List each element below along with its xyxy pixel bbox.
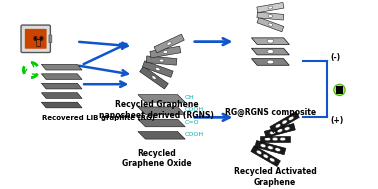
Text: (-): (-) — [330, 53, 340, 62]
Ellipse shape — [282, 120, 287, 124]
Polygon shape — [257, 12, 284, 20]
Ellipse shape — [276, 124, 280, 128]
Ellipse shape — [275, 148, 280, 151]
Text: Recycled Activated
Graphene: Recycled Activated Graphene — [234, 167, 316, 187]
Polygon shape — [41, 83, 82, 89]
Polygon shape — [260, 136, 290, 142]
Text: COOH: COOH — [184, 107, 203, 112]
Ellipse shape — [277, 129, 283, 132]
Polygon shape — [251, 59, 289, 65]
Ellipse shape — [257, 150, 262, 154]
Polygon shape — [251, 48, 289, 55]
Text: RG@RGNS composite: RG@RGNS composite — [225, 108, 316, 117]
Ellipse shape — [270, 131, 275, 134]
Ellipse shape — [268, 15, 273, 18]
Polygon shape — [251, 38, 289, 44]
Polygon shape — [264, 123, 295, 138]
Ellipse shape — [268, 6, 273, 9]
Polygon shape — [270, 112, 299, 132]
Ellipse shape — [152, 76, 156, 79]
Ellipse shape — [284, 127, 290, 130]
Polygon shape — [140, 66, 168, 89]
Text: Recycled Graphene
nanosheet derived (RGNS): Recycled Graphene nanosheet derived (RGN… — [99, 100, 214, 120]
Ellipse shape — [159, 59, 164, 62]
Polygon shape — [138, 119, 185, 127]
Polygon shape — [251, 146, 280, 167]
Text: OH: OH — [184, 95, 194, 100]
Polygon shape — [143, 61, 173, 77]
Polygon shape — [138, 107, 185, 115]
Polygon shape — [255, 140, 286, 155]
Ellipse shape — [163, 51, 168, 53]
Ellipse shape — [167, 42, 171, 45]
Polygon shape — [257, 17, 284, 32]
Text: ◉: ◉ — [33, 35, 37, 40]
FancyBboxPatch shape — [49, 35, 52, 43]
Polygon shape — [146, 56, 177, 65]
Ellipse shape — [288, 116, 294, 120]
Ellipse shape — [272, 137, 278, 141]
Polygon shape — [41, 74, 82, 80]
Ellipse shape — [267, 39, 274, 43]
Ellipse shape — [268, 23, 273, 26]
Ellipse shape — [268, 146, 273, 149]
FancyBboxPatch shape — [21, 25, 50, 53]
Ellipse shape — [265, 137, 270, 141]
Ellipse shape — [267, 50, 274, 53]
Ellipse shape — [260, 144, 266, 147]
Text: C=O: C=O — [184, 120, 199, 125]
Ellipse shape — [155, 67, 160, 71]
Ellipse shape — [267, 60, 274, 64]
Ellipse shape — [334, 84, 345, 96]
Polygon shape — [41, 64, 82, 70]
Polygon shape — [154, 34, 184, 53]
Polygon shape — [138, 132, 185, 139]
Ellipse shape — [280, 137, 285, 141]
Ellipse shape — [263, 154, 268, 158]
Ellipse shape — [270, 158, 275, 162]
Polygon shape — [41, 93, 82, 98]
Text: COOH: COOH — [184, 132, 203, 137]
Polygon shape — [138, 95, 185, 102]
Text: Recycled
Graphene Oxide: Recycled Graphene Oxide — [122, 149, 192, 168]
Text: ◉: ◉ — [39, 35, 44, 40]
FancyBboxPatch shape — [25, 29, 46, 49]
FancyBboxPatch shape — [336, 86, 343, 94]
Text: Recovered LIB graphite (RG): Recovered LIB graphite (RG) — [42, 115, 155, 122]
Polygon shape — [257, 2, 284, 13]
Text: (+): (+) — [330, 116, 343, 125]
Polygon shape — [150, 46, 181, 58]
Polygon shape — [41, 102, 82, 108]
Text: ⌢: ⌢ — [35, 38, 40, 47]
